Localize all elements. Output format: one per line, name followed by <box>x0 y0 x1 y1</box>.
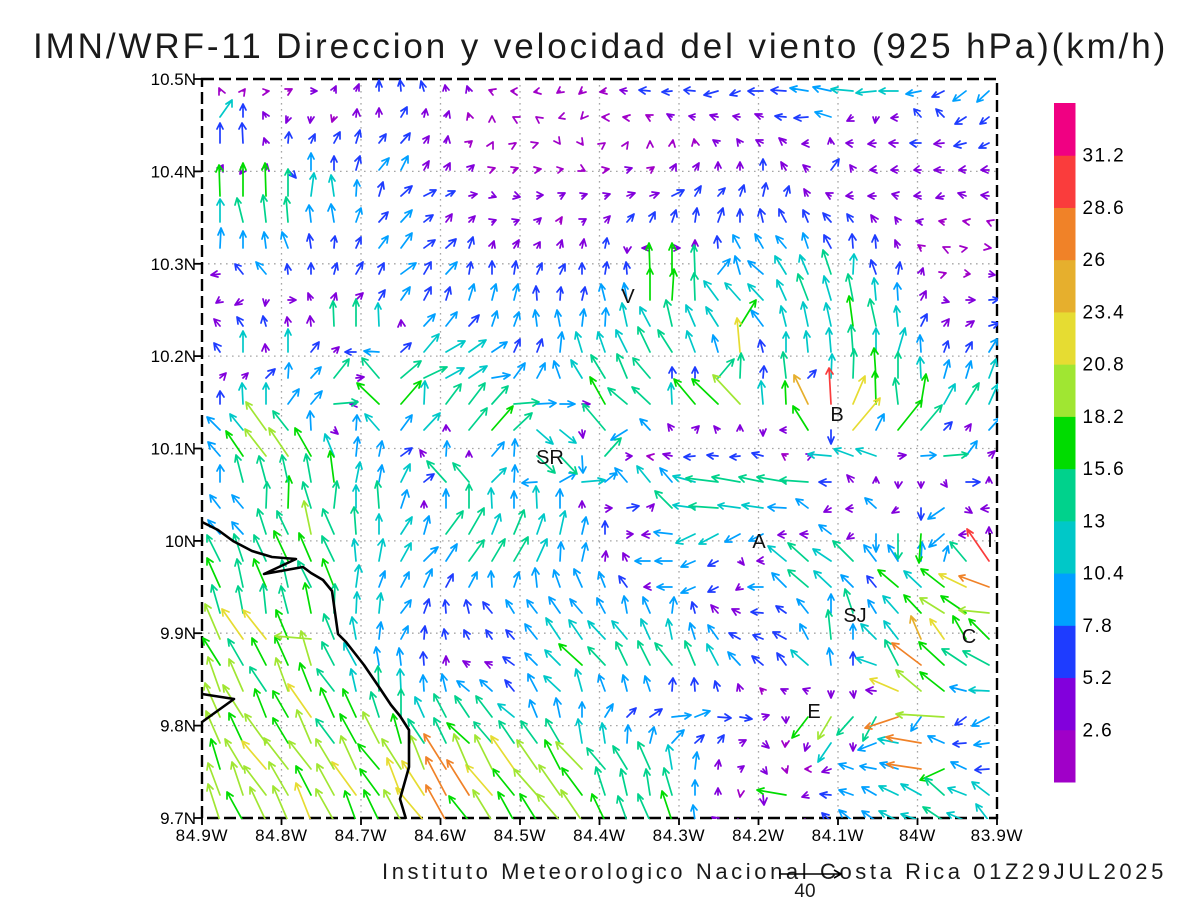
svg-text:C: C <box>962 626 976 648</box>
svg-text:18.2: 18.2 <box>1083 407 1126 428</box>
svg-text:84.7W: 84.7W <box>335 826 388 845</box>
svg-text:84.8W: 84.8W <box>255 826 308 845</box>
svg-text:SJ: SJ <box>843 605 866 627</box>
svg-text:40: 40 <box>794 881 815 900</box>
svg-text:10.1N: 10.1N <box>151 440 196 459</box>
svg-text:84.6W: 84.6W <box>414 826 467 845</box>
svg-text:10.5N: 10.5N <box>151 70 196 89</box>
svg-text:V: V <box>621 286 635 308</box>
svg-text:10.4: 10.4 <box>1083 564 1126 585</box>
svg-text:84.5W: 84.5W <box>494 826 547 845</box>
svg-text:28.6: 28.6 <box>1083 198 1126 219</box>
svg-text:20.8: 20.8 <box>1083 355 1126 376</box>
svg-text:E: E <box>807 701 820 723</box>
svg-text:7.8: 7.8 <box>1083 616 1114 637</box>
svg-text:9.7N: 9.7N <box>160 809 196 828</box>
svg-text:Instituto Meteorologico Nacion: Instituto Meteorologico Nacional Costa R… <box>382 859 1167 884</box>
svg-text:83.9W: 83.9W <box>971 826 1024 845</box>
svg-text:B: B <box>830 404 843 426</box>
svg-text:84W: 84W <box>899 826 936 845</box>
svg-text:84.4W: 84.4W <box>573 826 626 845</box>
svg-text:23.4: 23.4 <box>1083 302 1126 323</box>
svg-text:A: A <box>752 531 766 553</box>
svg-text:26: 26 <box>1083 250 1107 271</box>
svg-text:31.2: 31.2 <box>1083 146 1126 167</box>
svg-text:9.8N: 9.8N <box>160 717 196 736</box>
svg-text:15.6: 15.6 <box>1083 459 1126 480</box>
svg-text:13: 13 <box>1083 511 1107 532</box>
svg-text:10.3N: 10.3N <box>151 255 196 274</box>
svg-text:84.3W: 84.3W <box>653 826 706 845</box>
svg-text:10.4N: 10.4N <box>151 162 196 181</box>
svg-text:IMN/WRF-11 Direccion y velocid: IMN/WRF-11 Direccion y velocidad del vie… <box>33 27 1168 66</box>
svg-text:9.9N: 9.9N <box>160 624 196 643</box>
svg-text:10N: 10N <box>165 532 196 551</box>
svg-text:84.9W: 84.9W <box>176 826 229 845</box>
svg-text:2.6: 2.6 <box>1083 720 1114 741</box>
svg-text:5.2: 5.2 <box>1083 668 1114 689</box>
svg-text:84.2W: 84.2W <box>732 826 785 845</box>
svg-text:10.2N: 10.2N <box>151 347 196 366</box>
svg-text:SR: SR <box>536 447 564 469</box>
svg-text:84.1W: 84.1W <box>812 826 865 845</box>
